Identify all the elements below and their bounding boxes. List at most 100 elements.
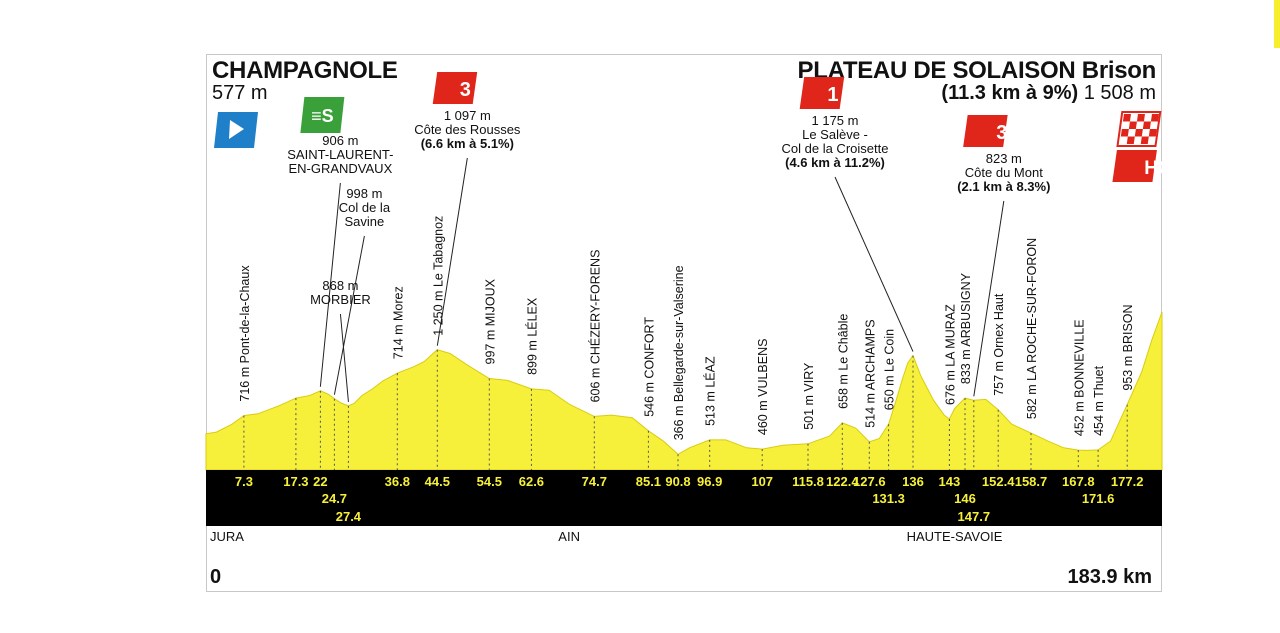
km-label: 146 xyxy=(954,491,976,506)
place-label: 676 m LA MURAZ xyxy=(943,304,957,405)
distance-end-label: 183.9 km xyxy=(1067,566,1152,588)
hc-badge-shape xyxy=(1112,150,1157,182)
finish-flag-check xyxy=(1122,114,1131,122)
hc-badge-text: HC xyxy=(1144,158,1172,179)
km-label: 90.8 xyxy=(665,474,690,489)
place-label: 953 m BRISON xyxy=(1121,304,1135,390)
km-label: 167.8 xyxy=(1062,474,1095,489)
place-label: 716 m Pont-de-la-Chaux xyxy=(238,265,252,402)
climb-category-badge xyxy=(799,77,845,109)
km-label: 7.3 xyxy=(235,474,253,489)
km-label: 62.6 xyxy=(519,474,544,489)
km-label: 143 xyxy=(939,474,961,489)
summit-connector xyxy=(333,235,365,395)
climb-category-text: 3 xyxy=(460,79,471,101)
climb-category-badge xyxy=(432,72,478,104)
km-label: 122.4 xyxy=(826,474,859,489)
km-label: 85.1 xyxy=(636,474,661,489)
km-label: 44.5 xyxy=(425,474,450,489)
climb-category-text: 3 xyxy=(996,122,1007,144)
summit-label: Côte des Rousses xyxy=(414,122,521,137)
climb-category-text: 1 xyxy=(827,84,838,106)
climb-detail-label: (2.1 km à 8.3%) xyxy=(957,179,1050,194)
place-label: 997 m MIJOUX xyxy=(483,278,497,364)
sprint-symbol: ≡S xyxy=(311,106,334,126)
region-label: AIN xyxy=(558,529,580,544)
km-label: 115.8 xyxy=(792,474,824,489)
km-label: 147.7 xyxy=(958,509,991,524)
km-label: 36.8 xyxy=(385,474,410,489)
km-label: 22 xyxy=(313,474,327,489)
place-label: 833 m ARBUSIGNY xyxy=(959,272,973,384)
place-label: 650 m Le Coin xyxy=(883,329,897,410)
place-label: 714 m Morez xyxy=(391,286,405,359)
finish-flag-check xyxy=(1134,129,1143,137)
finish-altitude-line: (11.3 km à 9%) 1 508 m xyxy=(941,82,1156,105)
summit-label: Côte du Mont xyxy=(965,165,1043,180)
place-label: 366 m Bellegarde-sur-Valserine xyxy=(672,265,686,440)
leader-lines-layer xyxy=(243,157,1128,470)
summit-label: 906 m xyxy=(322,133,358,148)
finish-flag-check xyxy=(1148,129,1157,137)
place-label: 658 m Le Châble xyxy=(836,314,850,409)
place-label: 514 m ARCHAMPS xyxy=(863,319,877,427)
summit-label: SAINT-LAURENT- xyxy=(287,147,393,162)
start-flag-arrow xyxy=(229,120,244,139)
finish-altitude: 1 508 m xyxy=(1083,82,1156,104)
km-label: 136 xyxy=(902,474,924,489)
hc-climb-badge: HC xyxy=(1112,150,1172,182)
climb-detail-label: (6.6 km à 5.1%) xyxy=(421,136,514,151)
summit-label: Savine xyxy=(345,214,385,229)
summit-label: Le Salève - xyxy=(802,127,868,142)
region-label: JURA xyxy=(210,529,244,544)
start-flag-icon xyxy=(214,112,258,148)
distance-band-layer: 7.3 17.3 22 24.7 27.4 36.8 44.5 54.5 62.6 74.7 85.… xyxy=(206,470,1162,526)
summit-label: 868 m xyxy=(322,278,358,293)
km-label: 158.7 xyxy=(1015,474,1048,489)
place-label: 1 250 m Le Tabagnoz xyxy=(431,216,445,336)
icons-layer: 3 1 3 HC ≡S xyxy=(214,72,1172,182)
summit-label: 1 175 m xyxy=(812,113,859,128)
km-label: 27.4 xyxy=(336,509,362,524)
distance-band xyxy=(206,470,1162,526)
sprint-icon: ≡S xyxy=(300,97,345,133)
finish-flag-check xyxy=(1142,121,1151,129)
climb-detail-label: (4.6 km à 11.2%) xyxy=(785,155,885,170)
place-label: 757 m Ornex Haut xyxy=(992,293,1006,396)
km-label: 96.9 xyxy=(697,474,722,489)
place-label: 513 m LÉAZ xyxy=(703,356,718,426)
summit-label: Col de la Croisette xyxy=(782,141,889,156)
sprint-shape xyxy=(300,97,345,133)
region-label: HAUTE-SAVOIE xyxy=(907,529,1003,544)
finish-flag-icon xyxy=(1116,111,1162,147)
summit-label: 998 m xyxy=(346,186,382,201)
summit-connector xyxy=(436,157,468,346)
summit-connector xyxy=(973,200,1005,397)
km-label: 74.7 xyxy=(582,474,607,489)
summit-connector xyxy=(319,182,341,387)
km-label: 107 xyxy=(751,474,773,489)
place-label: 501 m VIRY xyxy=(802,362,816,430)
summit-label: Col de la xyxy=(339,200,391,215)
finish-flag-check xyxy=(1140,136,1149,144)
summit-label: 1 097 m xyxy=(444,108,491,123)
finish-flag-check xyxy=(1150,114,1159,122)
distance-start-label: 0 xyxy=(210,566,221,588)
finish-town-name: PLATEAU DE SOLAISON Brison xyxy=(797,57,1157,84)
highlight-strip xyxy=(1274,0,1280,48)
summit-label: 823 m xyxy=(986,151,1022,166)
km-label: 131.3 xyxy=(872,491,905,506)
summit-label: EN-GRANDVAUX xyxy=(288,161,392,176)
km-label: 54.5 xyxy=(477,474,502,489)
start-altitude: 577 m xyxy=(212,82,268,104)
place-label: 582 m LA ROCHE-SUR-FORON xyxy=(1025,238,1039,419)
start-town-name: CHAMPAGNOLE xyxy=(212,57,398,84)
finish-flag-check xyxy=(1128,121,1137,129)
summit-connector xyxy=(339,313,349,402)
km-label: 24.7 xyxy=(322,491,347,506)
summit-connector xyxy=(834,176,914,352)
climb-category-badge xyxy=(963,115,1008,147)
place-label: 606 m CHÉZERY-FORENS xyxy=(587,250,602,403)
finish-climb-detail: (11.3 km à 9%) xyxy=(941,82,1079,104)
